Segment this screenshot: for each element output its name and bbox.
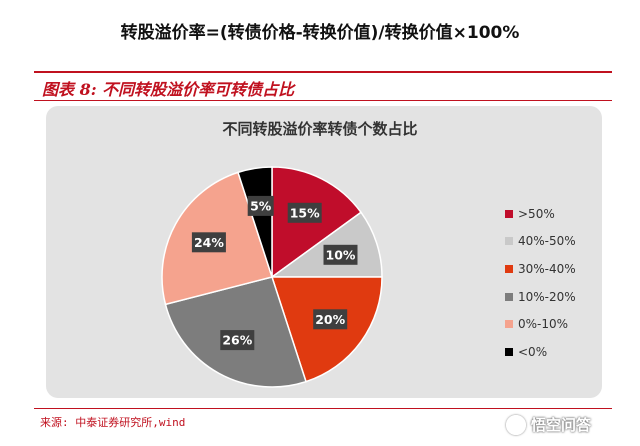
slice-label-box [220,330,255,351]
legend-item: 40%-50% [505,228,576,256]
legend-label: 30%-40% [518,261,576,276]
legend-item: <0% [505,338,576,366]
slice-label-box [287,202,322,223]
legend-swatch [505,209,513,218]
pie-slice [237,166,273,278]
chart-title: 不同转股溢价率转债个数占比 [222,120,418,138]
watermark: 悟空问答 [506,414,591,435]
top-rule [34,71,612,73]
slice-label-text: 5% [250,198,272,213]
chart-legend: >50% 40%-50% 30%-40% 10%-20% 0%-10% <0% [505,200,576,366]
formula-text: 转股溢价率=(转债价格-转换价值)/转换价值×100% [120,23,520,43]
slice-label-box [247,195,274,216]
legend-label: <0% [518,344,548,359]
chat-bubble-icon [506,414,526,435]
figure-title: 图表 8: 不同转股溢价率可转债占比 [42,80,295,99]
bottom-rule [34,408,612,409]
slice-label: 5% [247,195,274,216]
title-rule [34,100,612,101]
legend-label: 40%-50% [518,234,576,249]
slice-label: 15% [287,202,322,223]
slice-label-box [191,232,226,253]
slice-label: 20% [313,309,348,330]
legend-swatch [505,292,513,301]
legend-item: 0%-10% [505,310,576,338]
legend-swatch [505,237,513,246]
slice-label-box [313,309,348,330]
legend-swatch [505,347,513,356]
legend-swatch [505,320,513,329]
slice-label-text: 24% [194,235,224,250]
slice-label-text: 26% [222,333,252,348]
slice-label: 10% [323,244,358,265]
slice-label: 24% [191,232,226,253]
slice-label-text: 20% [315,312,345,327]
legend-item: 30%-40% [505,255,576,283]
slice-label-box [323,244,358,265]
legend-label: >50% [518,206,555,221]
slice-label: 26% [220,330,255,351]
legend-label: 10%-20% [518,289,576,304]
pie-slice [270,276,383,383]
legend-item: 10%-20% [505,283,576,311]
source-note: 来源: 中泰证券研究所,wind [40,416,186,429]
watermark-text: 悟空问答 [531,416,592,434]
legend-swatch [505,264,513,273]
slice-label-text: 10% [326,247,356,262]
legend-label: 0%-10% [518,317,569,332]
legend-item: >50% [505,200,576,228]
slice-label-text: 15% [290,205,320,220]
